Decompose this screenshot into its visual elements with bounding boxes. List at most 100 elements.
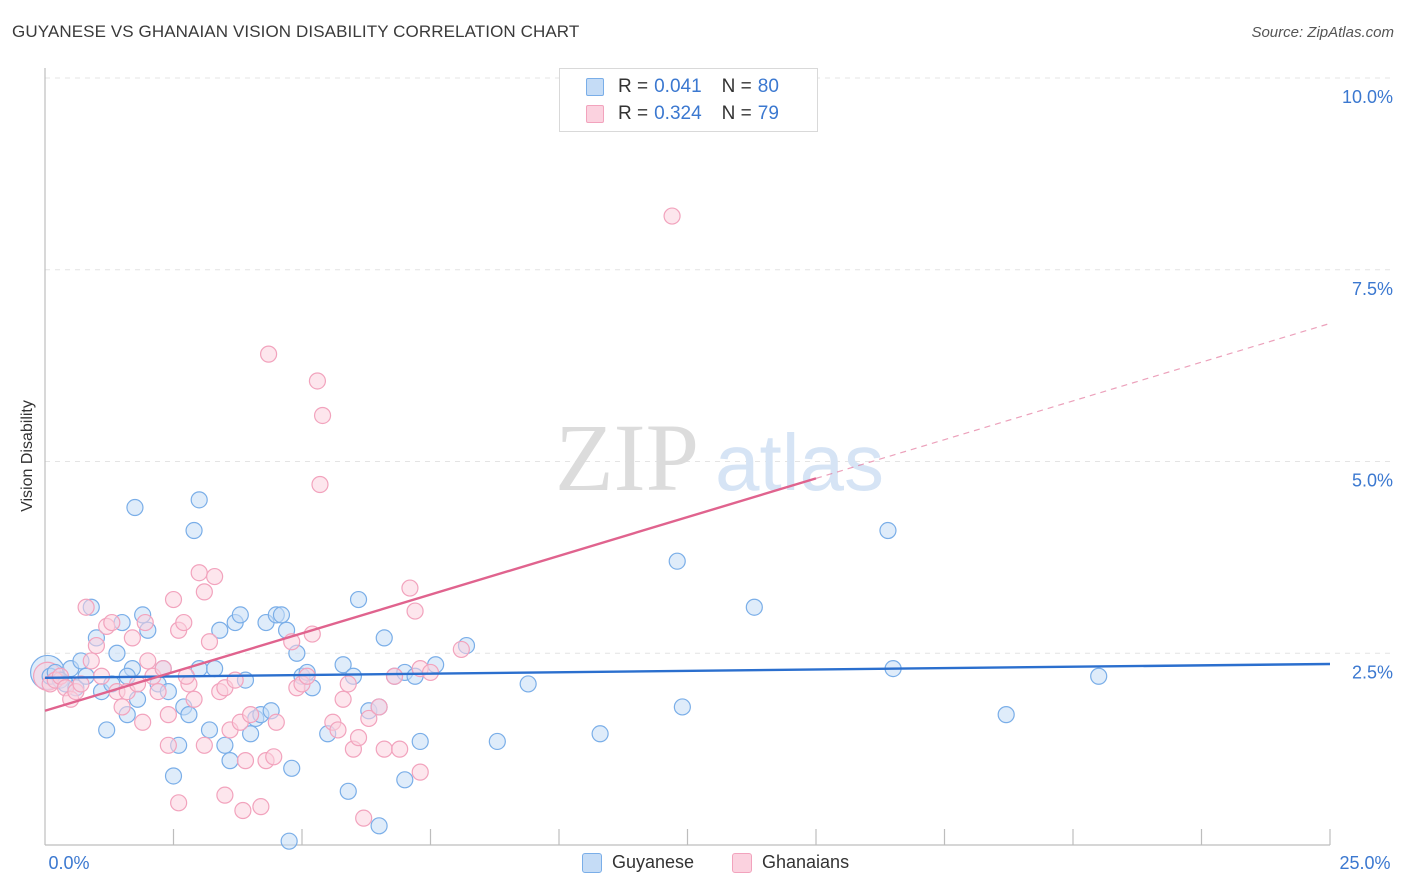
data-point [113,698,131,716]
data-point [180,706,198,724]
data-point [234,801,252,820]
trend-lines [44,322,1331,712]
data-point [668,552,686,570]
data-point [252,798,270,816]
data-point [242,706,260,724]
trend-line [44,662,1331,679]
data-point [298,667,316,685]
data-point [401,579,419,597]
data-point [375,629,393,647]
data-point [185,521,203,540]
data-point [190,564,208,582]
data-point [673,698,691,716]
legend-swatch-guyanese [586,78,604,96]
data-point [98,721,116,739]
data-point [591,725,609,743]
legend-r-value: 0.041 [654,76,702,97]
data-point [175,613,193,632]
watermark-atlas: atlas [715,418,884,507]
x-tick-label: 25.0% [1339,853,1390,873]
bottom-legend-label-guyanese: Guyanese [612,852,695,872]
data-point [265,748,283,766]
data-point [391,740,409,758]
data-point [185,690,203,708]
data-point [103,613,121,632]
data-point [334,690,352,708]
x-tick-label: 0.0% [48,853,89,873]
y-tick-label: 2.5% [1352,662,1393,682]
data-point [77,598,95,616]
data-point [334,656,352,674]
y-tick-label: 7.5% [1352,279,1393,299]
chart-title: GUYANESE VS GHANAIAN VISION DISABILITY C… [12,22,580,41]
data-point [745,598,763,616]
data-point [206,567,224,586]
data-point [200,721,219,739]
bottom-legend-label-ghanaians: Ghanaians [762,852,850,872]
data-point [452,640,470,659]
data-point [375,740,393,758]
data-point [280,832,298,850]
data-point [329,721,347,739]
data-point [339,675,357,693]
data-point [236,752,255,770]
data-point [159,706,177,724]
data-point [87,636,106,655]
data-point [149,682,167,701]
bottom-legend-swatch-guyanese [582,852,602,873]
data-point [519,675,537,693]
data-point [136,613,154,632]
data-point [231,606,249,624]
data-point [267,713,285,731]
legend-n-value: 79 [757,103,779,124]
data-point [72,675,90,693]
data-point [82,652,100,670]
legend-r-label: R = [618,103,649,124]
data-point [242,725,260,743]
data-point [272,606,291,624]
data-point [879,521,897,540]
y-axis-label: Vision Disability [19,400,36,512]
data-point [216,786,234,804]
data-point [406,602,424,620]
data-point [283,759,301,777]
data-point [134,713,152,731]
trend-line [44,477,817,712]
data-point [411,732,429,751]
data-point [355,809,373,827]
data-point [339,782,357,800]
data-point [190,491,208,509]
data-point [195,736,213,754]
tick-labels: 0.0% 25.0% 10.0% 7.5% 5.0% 2.5% [48,87,1393,873]
trend-line-extension [815,322,1331,479]
data-point [170,794,188,812]
data-point [396,771,414,789]
data-point [164,590,183,609]
data-point [308,372,327,390]
legend-row-ghanaians: R = 0.324 N = 79 [586,103,779,125]
legend-n-label: N = [721,76,752,97]
correlation-legend: R = 0.041 N = 80 R = 0.324 N = 79 [559,68,818,132]
data-point [411,763,429,781]
data-point [349,729,368,747]
data-point [139,652,157,670]
data-point [488,732,506,751]
bottom-legend-swatch-ghanaians [732,852,752,873]
data-point [211,621,229,639]
data-point [349,590,368,609]
y-tick-label: 5.0% [1352,471,1393,491]
bottom-legend-ghanaians: Ghanaians [732,852,849,873]
data-point [126,498,144,517]
watermark-zip: ZIP [555,404,699,511]
data-point [370,698,388,716]
data-point [123,629,141,647]
legend-row-guyanese: R = 0.041 N = 80 [586,76,779,98]
data-point [259,345,278,363]
axes [44,68,1331,846]
legend-r-label: R = [618,76,649,97]
data-point [195,583,213,601]
data-point [370,817,388,835]
bottom-legend-guyanese: Guyanese [582,852,694,873]
data-point [221,752,239,770]
